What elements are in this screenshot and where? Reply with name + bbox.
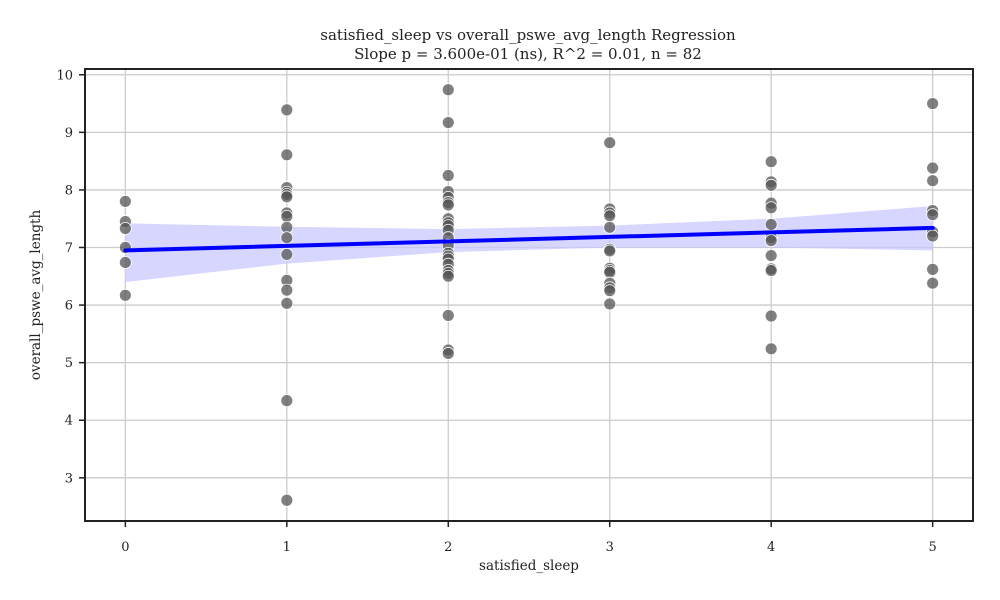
data-point <box>280 283 294 297</box>
chart-subtitle: Slope p = 3.600e-01 (ns), R^2 = 0.01, n … <box>354 45 702 63</box>
y-axis-label: overall_pswe_avg_length <box>28 210 44 381</box>
data-point <box>441 169 455 182</box>
data-point <box>441 309 455 322</box>
data-point <box>118 288 132 302</box>
data-point <box>764 234 778 247</box>
y-tick-label: 9 <box>65 126 73 141</box>
data-point <box>926 174 940 188</box>
plot-frame <box>84 68 974 522</box>
data-point <box>926 208 940 222</box>
data-point <box>603 265 617 279</box>
data-point <box>280 148 294 162</box>
y-tick-label: 5 <box>65 356 73 371</box>
data-point <box>764 342 778 356</box>
data-point <box>280 103 294 117</box>
data-point <box>764 155 778 169</box>
data-point <box>764 178 778 192</box>
data-point <box>926 229 940 243</box>
confidence-band <box>125 206 933 283</box>
data-point <box>764 249 778 262</box>
data-point <box>603 136 617 150</box>
data-point <box>280 394 294 408</box>
y-tick-label: 3 <box>65 471 73 486</box>
data-point <box>441 269 455 283</box>
data-point <box>280 210 294 223</box>
data-point <box>926 97 940 110</box>
data-point <box>280 248 294 261</box>
x-tick-label: 5 <box>928 540 936 555</box>
confidence-band-layer <box>125 206 933 283</box>
x-tick-label: 0 <box>121 540 129 555</box>
axis-ticks: 0 1 2 3 4 5 3 4 5 6 7 8 9 10 <box>56 68 936 555</box>
data-point <box>926 262 940 276</box>
data-point <box>603 220 617 234</box>
data-point <box>118 256 132 269</box>
data-point <box>764 309 778 323</box>
data-point <box>441 198 455 212</box>
data-point <box>441 116 455 129</box>
x-axis-label: satisfied_sleep <box>479 558 579 574</box>
data-point <box>764 264 778 277</box>
data-point <box>603 209 617 223</box>
x-tick-label: 4 <box>767 540 775 555</box>
data-point <box>764 201 778 215</box>
y-tick-label: 7 <box>65 241 73 256</box>
y-tick-label: 6 <box>65 299 73 314</box>
data-point <box>764 218 778 231</box>
data-point <box>280 190 294 204</box>
data-point <box>280 296 294 310</box>
x-tick-label: 2 <box>444 540 452 555</box>
data-points <box>118 83 940 507</box>
y-tick-label: 8 <box>65 183 73 198</box>
regression-line <box>123 225 935 253</box>
data-point <box>603 284 617 298</box>
data-point <box>280 231 294 245</box>
y-tick-label: 10 <box>56 68 73 83</box>
data-point <box>280 493 294 507</box>
data-point <box>603 244 617 258</box>
data-point <box>441 347 455 360</box>
data-point <box>926 276 940 290</box>
chart-title: satisfied_sleep vs overall_pswe_avg_leng… <box>320 26 736 44</box>
y-tick-label: 4 <box>65 414 73 429</box>
data-point <box>603 297 617 311</box>
data-point <box>118 195 132 208</box>
data-point <box>441 83 455 97</box>
regression-line-layer <box>123 225 935 253</box>
gridlines <box>85 69 973 521</box>
x-tick-label: 3 <box>606 540 614 555</box>
data-point <box>118 222 132 235</box>
x-tick-label: 1 <box>283 540 291 555</box>
data-point <box>926 161 940 175</box>
